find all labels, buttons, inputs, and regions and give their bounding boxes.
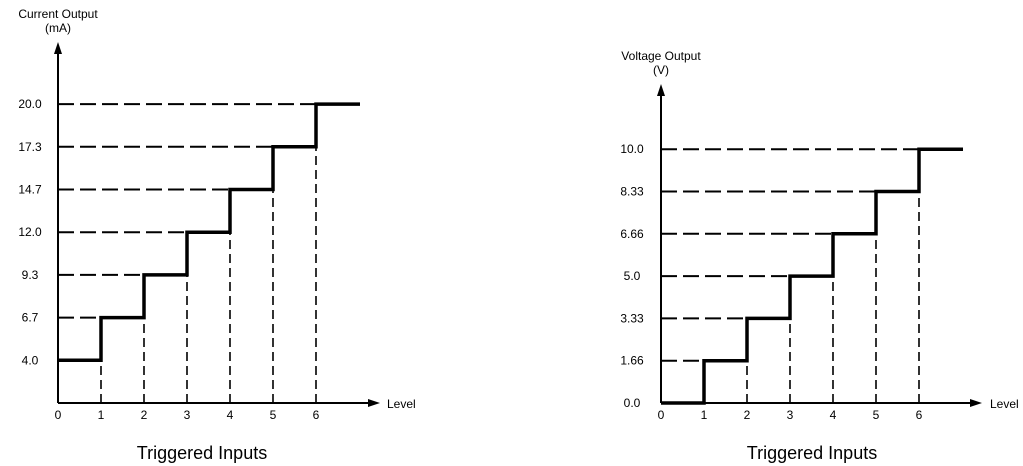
current-y-tick-label: 6.7	[22, 311, 39, 325]
voltage-y-tick-label: 0.0	[624, 396, 641, 410]
voltage-caption: Triggered Inputs	[747, 443, 877, 463]
current-ylabel-line2: (mA)	[45, 21, 71, 35]
current-x-tick-label: 4	[227, 408, 234, 422]
current-x-tick-label: 5	[270, 408, 277, 422]
current-xlabel: Level	[387, 397, 416, 411]
voltage-x-tick-label: 2	[744, 408, 751, 422]
voltage-plot-area: 0.0 1.66 3.33 5.0 6.66 8.33 10.0 0 1 2 3 4 5 6	[620, 84, 982, 422]
voltage-x-tick-label: 4	[830, 408, 837, 422]
current-y-tick-label: 4.0	[22, 353, 39, 367]
current-y-tick-label: 12.0	[18, 225, 42, 239]
current-y-tick-label: 20.0	[18, 97, 42, 111]
voltage-xlabel: Level	[990, 397, 1019, 411]
voltage-x-tick-label: 5	[873, 408, 880, 422]
voltage-x-tick-label: 0	[658, 408, 665, 422]
current-x-tick-label: 6	[313, 408, 320, 422]
current-plot-area: 4.0 6.7 9.3 12.0 14.7 17.3 20.0 0 1 2 3 4 5 6	[18, 42, 380, 422]
voltage-y-tick-label: 10.0	[620, 142, 644, 156]
current-y-tick-label: 14.7	[18, 183, 42, 197]
voltage-x-tick-label: 1	[701, 408, 708, 422]
current-output-chart: Current Output (mA) Level Triggered Inpu…	[18, 7, 415, 463]
voltage-y-tick-label: 1.66	[620, 354, 644, 368]
voltage-ylabel-line2: (V)	[653, 63, 669, 77]
voltage-y-tick-label: 8.33	[620, 185, 644, 199]
current-y-tick-label: 17.3	[18, 140, 42, 154]
voltage-y-tick-label: 5.0	[624, 269, 641, 283]
current-x-tick-label: 1	[98, 408, 105, 422]
voltage-y-tick-label: 3.33	[620, 311, 644, 325]
current-x-tick-label: 0	[55, 408, 62, 422]
voltage-x-tick-label: 6	[916, 408, 923, 422]
voltage-output-chart: Voltage Output (V) Level Triggered Input…	[620, 49, 1018, 463]
current-ylabel-line1: Current Output	[18, 7, 98, 21]
current-y-tick-label: 9.3	[22, 268, 39, 282]
voltage-ylabel-line1: Voltage Output	[621, 49, 701, 63]
current-x-axis-arrow	[368, 399, 380, 407]
current-x-tick-label: 3	[184, 408, 191, 422]
voltage-y-tick-label: 6.66	[620, 227, 644, 241]
current-step-line	[58, 102, 360, 363]
current-caption: Triggered Inputs	[137, 443, 267, 463]
voltage-x-tick-label: 3	[787, 408, 794, 422]
voltage-x-axis-arrow	[970, 399, 982, 407]
voltage-step-line	[661, 147, 963, 405]
current-y-axis-arrow	[54, 42, 62, 54]
current-x-tick-label: 2	[141, 408, 148, 422]
voltage-y-axis-arrow	[657, 84, 665, 96]
